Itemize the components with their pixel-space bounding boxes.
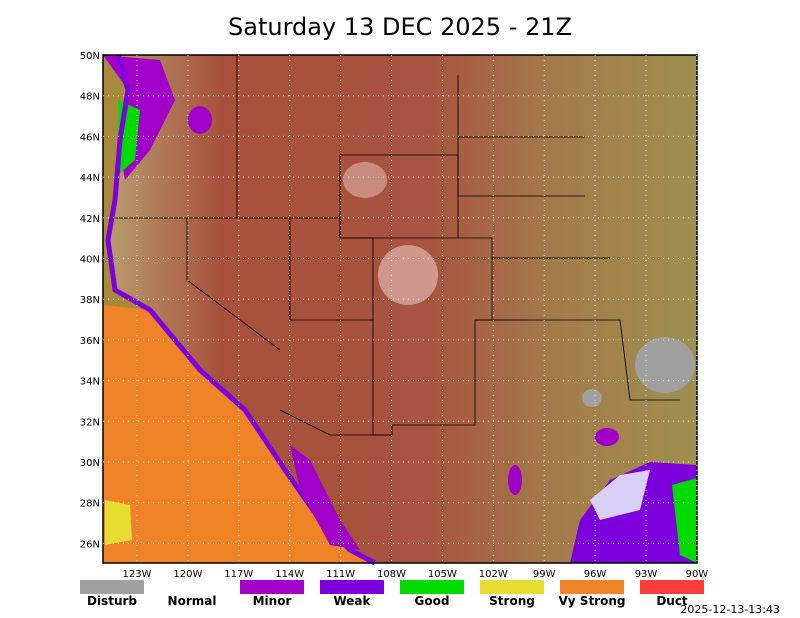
lat-label: 42N xyxy=(80,214,100,225)
strong-area xyxy=(105,500,132,545)
legend-label: Normal xyxy=(168,594,217,608)
snow xyxy=(343,162,387,198)
snow xyxy=(378,245,438,305)
gulf-good xyxy=(672,478,697,563)
lon-label: 96W xyxy=(584,569,607,580)
lat-label: 38N xyxy=(80,295,100,306)
lon-label: 114W xyxy=(275,569,304,580)
lat-label: 40N xyxy=(80,255,100,266)
legend-label: Disturb xyxy=(87,594,137,608)
legend-label: Minor xyxy=(253,594,292,608)
legend-swatch xyxy=(640,580,704,594)
legend: Disturb Normal Minor Weak Good Strong Vy Stron… xyxy=(80,580,704,608)
disturb-area xyxy=(635,337,695,393)
lat-label: 36N xyxy=(80,336,100,347)
lat-label: 26N xyxy=(80,539,100,550)
lon-label: 120W xyxy=(173,569,202,580)
gulf-light xyxy=(590,470,650,520)
legend-swatch xyxy=(400,580,464,594)
lon-label: 102W xyxy=(479,569,508,580)
lat-label: 32N xyxy=(80,417,100,428)
lon-label: 93W xyxy=(635,569,658,580)
lon-label: 123W xyxy=(123,569,152,580)
lat-label: 28N xyxy=(80,499,100,510)
minor-area xyxy=(508,465,522,495)
disturb-area xyxy=(582,389,602,407)
lon-label: 105W xyxy=(428,569,457,580)
legend-label: Weak xyxy=(333,594,371,608)
legend-swatch xyxy=(80,580,144,594)
lon-label: 99W xyxy=(533,569,556,580)
lat-label: 46N xyxy=(80,132,100,143)
legend-label: Vy Strong xyxy=(559,594,626,608)
ocean xyxy=(103,55,375,563)
timestamp: 2025-12-13-13:43 xyxy=(680,603,780,616)
lon-label: 111W xyxy=(326,569,355,580)
lon-label: 90W xyxy=(686,569,709,580)
legend-swatch xyxy=(240,580,304,594)
graticule: 50N 48N 46N 44N 42N 40N 38N 36N 34N 32N 30N 28N 26N 1… xyxy=(80,51,709,580)
legend-swatch xyxy=(320,580,384,594)
minor-area xyxy=(595,428,619,446)
map-title: Saturday 13 DEC 2025 - 21Z xyxy=(228,13,572,41)
north-ocean xyxy=(103,55,150,310)
minor-area xyxy=(188,106,212,134)
lat-label: 50N xyxy=(80,51,100,62)
lon-label: 117W xyxy=(224,569,253,580)
legend-swatch xyxy=(560,580,624,594)
lat-label: 34N xyxy=(80,377,100,388)
legend-label: Good xyxy=(415,594,450,608)
gulf-mexico xyxy=(570,462,697,563)
legend-swatch xyxy=(480,580,544,594)
lat-label: 44N xyxy=(80,173,100,184)
lon-label: 108W xyxy=(377,569,406,580)
map-frame xyxy=(102,54,698,564)
gulf-california xyxy=(290,445,360,550)
legend-label: Duct xyxy=(656,594,688,608)
map-area xyxy=(102,54,698,566)
lat-label: 30N xyxy=(80,458,100,469)
lat-label: 48N xyxy=(80,92,100,103)
legend-label: Strong xyxy=(489,594,535,608)
